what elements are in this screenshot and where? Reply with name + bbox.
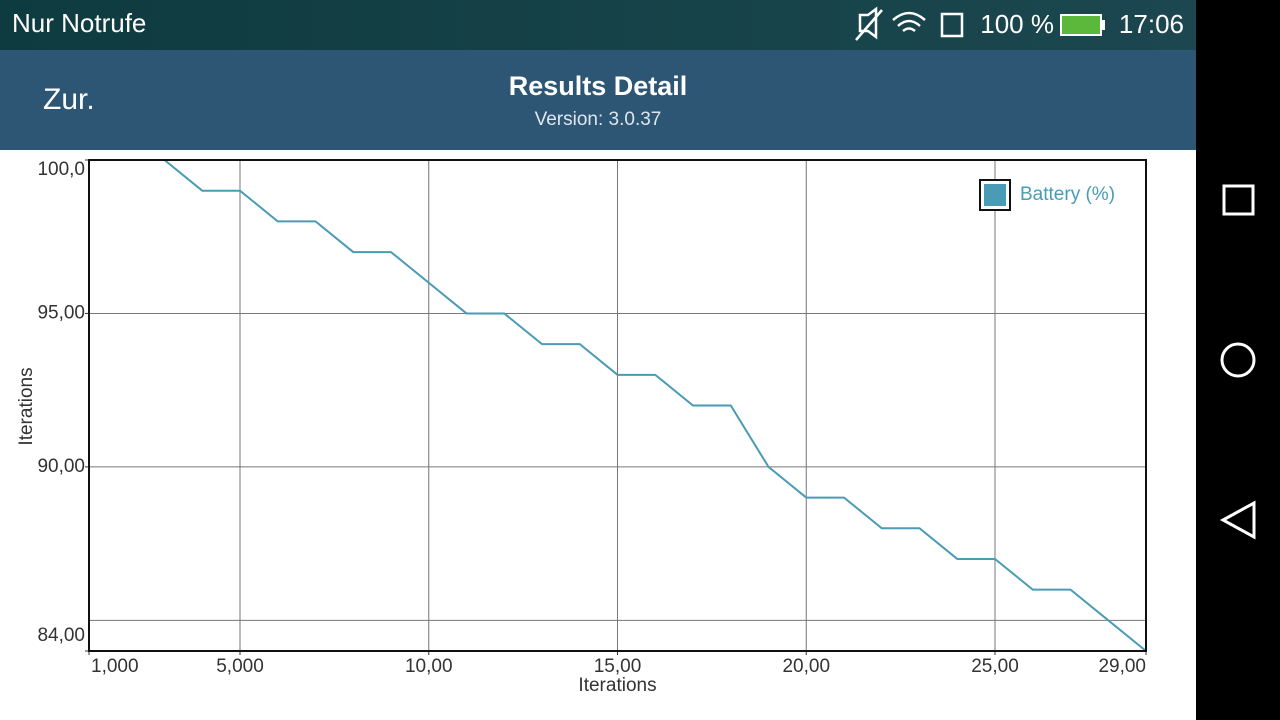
y-tick-label: 100,0 xyxy=(37,159,85,180)
chart: 1,000 5,000 10,00 15,00 20,00 25,00 29,00 100,0… xyxy=(16,159,1147,696)
data-line xyxy=(89,159,1147,652)
mute-icon xyxy=(855,6,883,41)
y-tick-label: 95,00 xyxy=(37,302,85,323)
back-nav-button[interactable] xyxy=(1219,500,1256,540)
back-button[interactable]: Zur. xyxy=(43,83,95,116)
x-tick-label: 1,000 xyxy=(91,656,139,677)
legend-swatch xyxy=(984,184,1006,206)
recent-apps-button[interactable] xyxy=(1222,184,1255,216)
home-button[interactable] xyxy=(1220,342,1256,378)
app-subtitle: Version: 3.0.37 xyxy=(535,109,662,130)
x-tick-label: 29,00 xyxy=(1098,656,1146,677)
x-tick-label: 20,00 xyxy=(782,656,830,677)
y-axis-label: Iterations xyxy=(16,367,37,445)
y-tick-label: 84,00 xyxy=(37,625,85,646)
plot-border xyxy=(88,159,1147,652)
app-bar xyxy=(0,50,1196,150)
app-title: Results Detail xyxy=(509,71,688,101)
y-tick-label: 90,00 xyxy=(37,456,85,477)
nav-bar xyxy=(1196,0,1280,720)
battery-level: 100 % xyxy=(980,9,1054,39)
battery-tip xyxy=(1101,20,1105,30)
wifi-icon xyxy=(892,11,926,33)
x-tick-label: 25,00 xyxy=(971,656,1019,677)
carrier: Nur Notrufe xyxy=(12,8,146,38)
x-tick-label: 10,00 xyxy=(405,656,453,677)
battery-icon xyxy=(1060,14,1102,36)
x-tick-label: 5,000 xyxy=(216,656,264,677)
clock: 17:06 xyxy=(1119,9,1184,39)
x-tick-label: 15,00 xyxy=(594,656,642,677)
x-axis-label: Iterations xyxy=(578,675,656,696)
sim-icon xyxy=(940,12,964,38)
legend-label: Battery (%) xyxy=(1020,184,1115,205)
status-icons xyxy=(855,6,964,41)
status-bar xyxy=(0,0,1196,50)
